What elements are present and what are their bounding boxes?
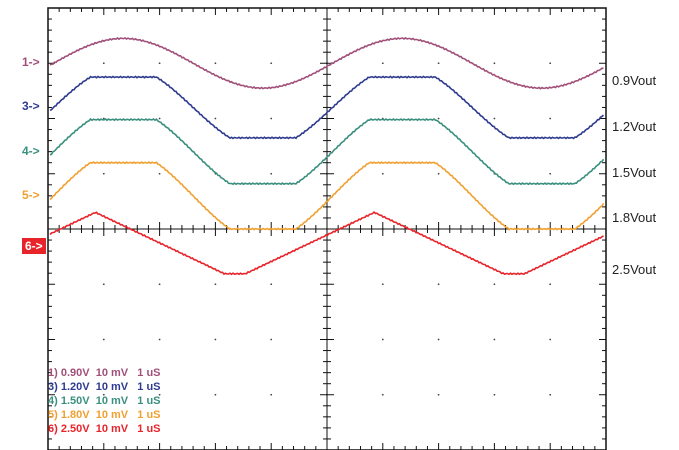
grid-dot bbox=[102, 393, 105, 396]
grid-dot bbox=[549, 283, 552, 286]
grid-dot bbox=[270, 283, 273, 286]
grid-dot bbox=[214, 62, 217, 65]
grid-dot bbox=[437, 283, 440, 286]
legend-entry-ch6: 6) 2.50V 10 mV 1 uS bbox=[48, 423, 161, 435]
grid-dot bbox=[381, 62, 384, 65]
grid-dot bbox=[158, 172, 161, 175]
trace-ch3 bbox=[49, 75, 605, 140]
side-label-ch3: 1.2Vout bbox=[612, 118, 657, 134]
side-label-ch1: 0.9Vout bbox=[612, 73, 657, 89]
grid-dot bbox=[437, 338, 440, 341]
grid-dot bbox=[381, 393, 384, 396]
channel-marker-6: 6-> bbox=[22, 237, 46, 254]
grid-dot bbox=[437, 62, 440, 65]
grid-dot bbox=[381, 338, 384, 341]
channel-marker-3: 3-> bbox=[22, 99, 40, 114]
grid-dot bbox=[437, 172, 440, 175]
channel-marker-1: 1-> bbox=[22, 55, 40, 70]
trace-ch4 bbox=[49, 117, 605, 186]
grid-dot bbox=[549, 338, 552, 341]
grid-dot bbox=[493, 338, 496, 341]
traces bbox=[49, 36, 605, 276]
grid-dot bbox=[493, 117, 496, 120]
grid-dot bbox=[102, 338, 105, 341]
grid-dot bbox=[549, 393, 552, 396]
grid-dot bbox=[102, 172, 105, 175]
grid-dot bbox=[158, 117, 161, 120]
channel-marker-5: 5-> bbox=[22, 187, 40, 202]
grid-dot bbox=[493, 393, 496, 396]
grid-dot bbox=[158, 283, 161, 286]
grid-dot bbox=[214, 393, 217, 396]
trace-ch6 bbox=[49, 210, 604, 276]
grid-dot bbox=[270, 117, 273, 120]
legend-entry-ch1: 1) 0.90V 10 mV 1 uS bbox=[48, 367, 161, 379]
grid-dot bbox=[158, 393, 161, 396]
grid-dot bbox=[270, 172, 273, 175]
grid-dot bbox=[270, 62, 273, 65]
grid-dot bbox=[549, 62, 552, 65]
legend-entry-ch5: 5) 1.80V 10 mV 1 uS bbox=[48, 409, 161, 421]
grid-dot bbox=[381, 172, 384, 175]
grid-dot bbox=[437, 393, 440, 396]
legend-entry-ch4: 4) 1.50V 10 mV 1 uS bbox=[48, 395, 161, 407]
side-label-ch6: 2.5Vout bbox=[612, 261, 657, 277]
grid-dot bbox=[158, 62, 161, 65]
legend-entry-ch3: 3) 1.20V 10 mV 1 uS bbox=[48, 381, 161, 393]
side-label-ch5: 1.8Vout bbox=[612, 210, 657, 226]
side-label-ch4: 1.5Vout bbox=[612, 164, 657, 180]
grid-dot bbox=[270, 338, 273, 341]
grid-dot bbox=[381, 283, 384, 286]
trace-ch1 bbox=[49, 36, 604, 90]
grid-dot bbox=[214, 117, 217, 120]
grid-dot bbox=[270, 393, 273, 396]
channel-marker-4: 4-> bbox=[22, 143, 40, 158]
grid-dot bbox=[214, 283, 217, 286]
trace-ch5 bbox=[49, 161, 605, 231]
grid-dot bbox=[214, 338, 217, 341]
grid-dot bbox=[549, 172, 552, 175]
grid-dot bbox=[102, 62, 105, 65]
grid-dot bbox=[158, 338, 161, 341]
grid-dot bbox=[102, 283, 105, 286]
grid-dot bbox=[549, 117, 552, 120]
grid-dot bbox=[493, 62, 496, 65]
grid-dot bbox=[437, 117, 440, 120]
grid-dot bbox=[493, 283, 496, 286]
